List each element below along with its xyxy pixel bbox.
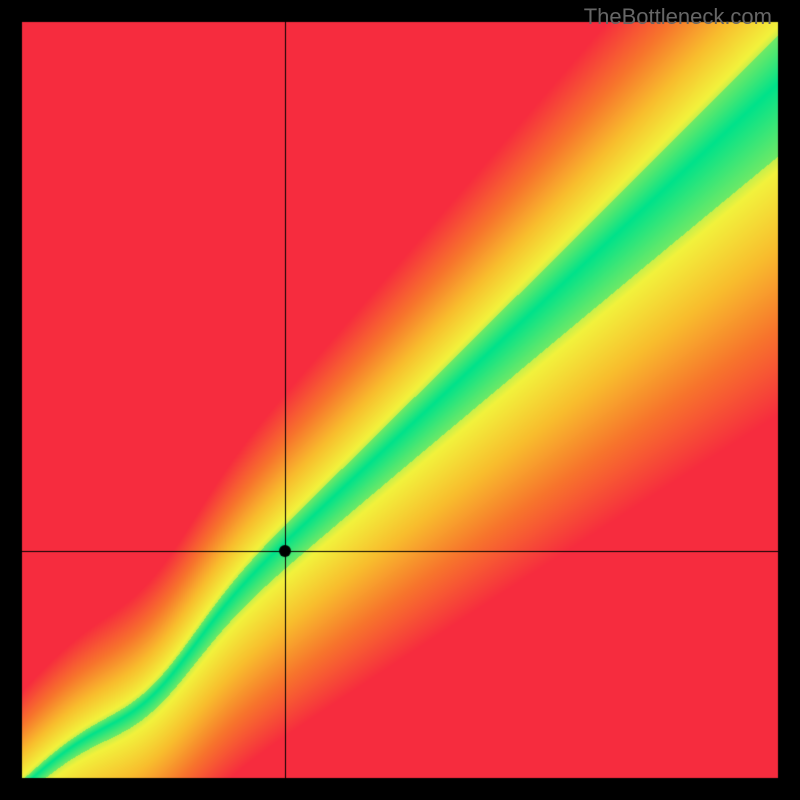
watermark-text: TheBottleneck.com (584, 4, 772, 30)
bottleneck-heatmap (0, 0, 800, 800)
chart-container: TheBottleneck.com (0, 0, 800, 800)
